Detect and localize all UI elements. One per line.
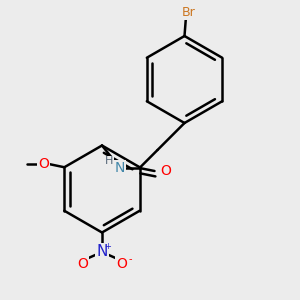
- Text: Br: Br: [182, 5, 196, 19]
- Text: O: O: [160, 164, 171, 178]
- Text: N: N: [115, 161, 125, 175]
- Text: H: H: [104, 156, 113, 167]
- Text: +: +: [104, 242, 111, 251]
- Text: -: -: [129, 254, 132, 265]
- Text: O: O: [38, 157, 49, 171]
- Text: O: O: [116, 257, 127, 271]
- Text: N: N: [96, 244, 108, 260]
- Text: O: O: [77, 257, 88, 271]
